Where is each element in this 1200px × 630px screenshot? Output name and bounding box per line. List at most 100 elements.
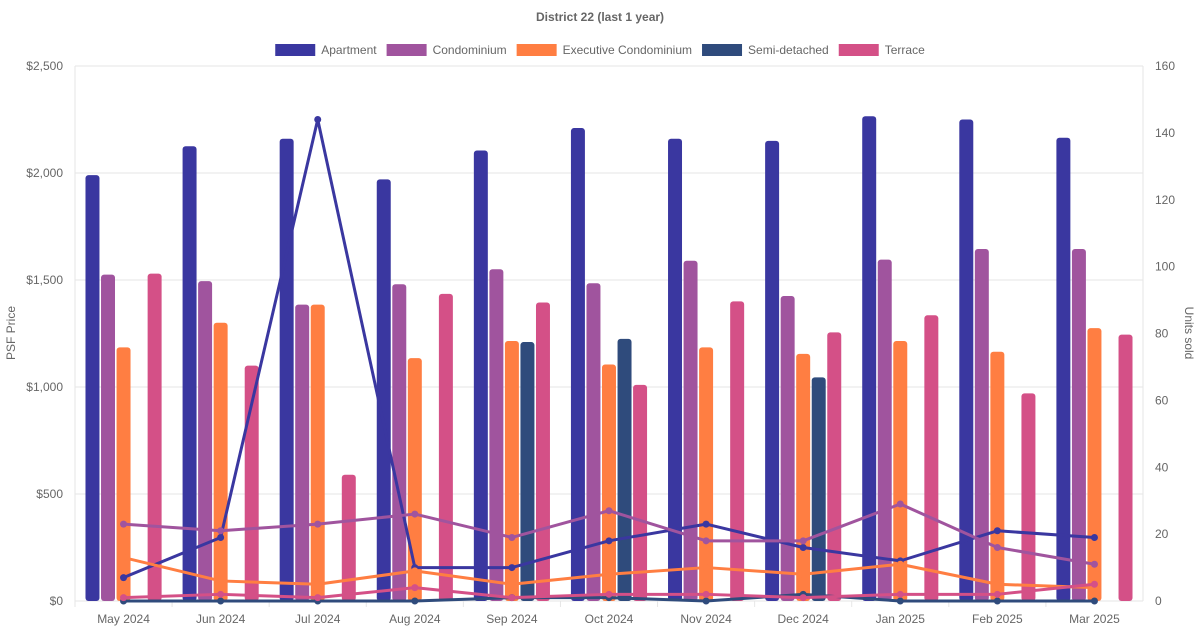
legend-label: Terrace — [885, 43, 925, 57]
line-point — [314, 520, 322, 528]
bar — [683, 260, 698, 601]
line-point — [314, 116, 322, 123]
legend-swatch — [275, 44, 316, 56]
line-point — [120, 520, 128, 528]
y-right-tick-label: 0 — [1155, 594, 1162, 608]
bar — [535, 302, 550, 601]
x-tick-label: Sep 2024 — [486, 612, 538, 626]
bar — [570, 128, 585, 601]
line-point — [993, 597, 1001, 605]
legend: Apartment Condominium Executive Condominiu… — [275, 43, 925, 57]
bar-series — [85, 116, 1133, 602]
line-point — [120, 594, 128, 602]
bar — [730, 301, 745, 601]
bar — [520, 342, 535, 601]
line-point — [993, 590, 1001, 598]
y-right-tick-label: 120 — [1155, 193, 1175, 207]
bar — [504, 340, 519, 601]
x-tick-label: Jun 2024 — [196, 612, 246, 626]
y-left-tick-label: $2,500 — [26, 59, 63, 73]
bar — [633, 384, 648, 601]
line-point — [993, 580, 1001, 588]
line-point — [605, 590, 613, 598]
line-point — [799, 594, 807, 602]
y-right-tick-label: 160 — [1155, 59, 1175, 73]
bar — [877, 259, 892, 601]
line-point — [217, 527, 225, 535]
line-point — [799, 544, 807, 551]
bar — [668, 138, 683, 601]
y-axis-left: $0 $500 $1,000 $1,500 $2,000 $2,500 — [26, 59, 63, 608]
y-left-tick-label: $2,000 — [26, 166, 63, 180]
line-point — [702, 520, 710, 528]
legend-swatch — [702, 44, 743, 56]
x-tick-label: Jul 2024 — [295, 612, 341, 626]
bar — [438, 293, 453, 601]
x-tick-label: Oct 2024 — [585, 612, 634, 626]
y-right-tick-label: 80 — [1155, 327, 1169, 341]
line-point — [799, 570, 807, 578]
bar — [780, 296, 795, 601]
line-point — [896, 500, 904, 508]
bar — [101, 274, 116, 601]
y-left-tick-label: $500 — [36, 487, 63, 501]
line-point — [896, 560, 904, 568]
y-right-tick-label: 140 — [1155, 126, 1175, 140]
bar — [392, 284, 407, 601]
y-left-tick-label: $1,500 — [26, 273, 63, 287]
bar — [473, 150, 488, 601]
line-point — [120, 574, 128, 582]
bar — [617, 338, 632, 601]
line-point — [1090, 560, 1098, 568]
bar — [116, 347, 131, 601]
line-point — [217, 590, 225, 598]
x-tick-label: Mar 2025 — [1069, 612, 1120, 626]
bar — [407, 358, 422, 601]
bar — [924, 315, 939, 601]
bar — [1087, 328, 1102, 601]
bar — [279, 138, 294, 601]
line-point — [993, 527, 1001, 535]
x-tick-label: Feb 2025 — [972, 612, 1023, 626]
legend-label: Executive Condominium — [563, 43, 692, 57]
line-series — [120, 116, 1098, 605]
line-point — [1090, 533, 1098, 541]
bar — [893, 340, 908, 601]
bar — [959, 119, 974, 601]
line-point — [314, 580, 322, 588]
x-axis: May 2024 Jun 2024 Jul 2024 Aug 2024 Sep 2024… — [74, 601, 1120, 626]
bar — [1118, 334, 1133, 601]
y-axis-right-title: Units sold — [1182, 307, 1196, 360]
bar — [827, 332, 842, 601]
line-point — [605, 537, 613, 545]
line-point — [896, 590, 904, 598]
y-left-tick-label: $1,000 — [26, 380, 63, 394]
x-tick-label: Nov 2024 — [680, 612, 732, 626]
line-point — [411, 510, 419, 518]
chart-title: District 22 (last 1 year) — [536, 10, 664, 24]
bar — [310, 304, 325, 601]
x-tick-label: May 2024 — [97, 612, 150, 626]
bar — [213, 322, 228, 601]
x-tick-label: Dec 2024 — [777, 612, 829, 626]
bar — [198, 281, 213, 601]
legend-label: Semi-detached — [748, 43, 829, 57]
bar — [862, 116, 877, 601]
y-right-tick-label: 60 — [1155, 393, 1169, 407]
line-point — [508, 533, 516, 541]
line-point — [411, 584, 419, 592]
y-right-tick-label: 40 — [1155, 460, 1169, 474]
legend-label: Apartment — [321, 43, 377, 57]
bar — [489, 269, 504, 601]
bar — [586, 283, 601, 601]
line-point — [1090, 597, 1098, 605]
bar — [811, 377, 826, 601]
x-tick-label: Aug 2024 — [389, 612, 441, 626]
line-point — [217, 597, 225, 605]
bar — [376, 179, 391, 602]
line-point — [993, 544, 1001, 551]
legend-swatch — [516, 44, 557, 56]
legend-swatch — [386, 44, 427, 56]
